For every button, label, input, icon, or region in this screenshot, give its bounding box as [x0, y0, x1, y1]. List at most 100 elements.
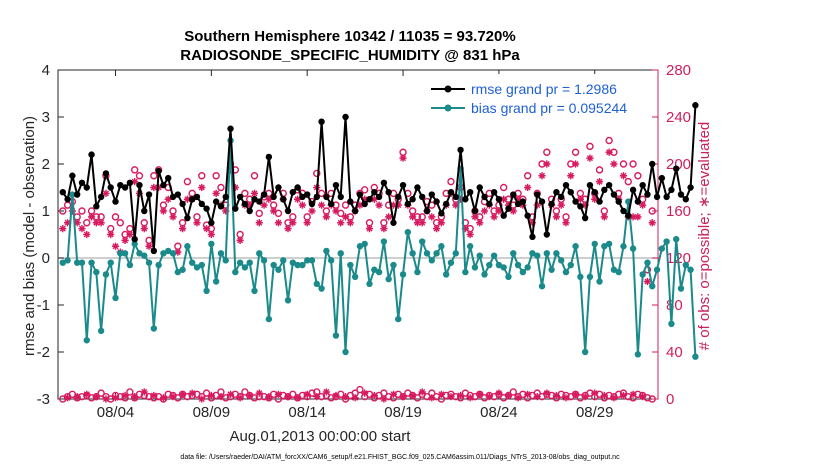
rmse-point	[399, 181, 407, 189]
obs-evaluated-marker	[485, 393, 493, 401]
obs-evaluated-marker	[145, 242, 153, 250]
rmse-point	[155, 167, 162, 175]
obs-possible-marker	[571, 148, 580, 156]
bias-point	[241, 264, 249, 271]
bias-point	[649, 283, 656, 290]
obs-evaluated-marker	[557, 201, 565, 209]
bias-point	[184, 243, 191, 250]
bias-point	[644, 259, 651, 266]
rmse-point	[687, 184, 694, 191]
bias-point	[510, 250, 517, 257]
bias-point	[299, 261, 306, 269]
rmse-point	[462, 196, 469, 203]
obs-evaluated-marker	[246, 201, 254, 209]
obs-evaluated-marker	[59, 225, 67, 233]
obs-evaluated-marker	[428, 213, 436, 221]
obs-possible-marker	[217, 183, 225, 192]
obs-evaluated-marker	[102, 189, 110, 197]
obs-evaluated-marker	[341, 393, 350, 401]
obs-possible-marker	[135, 172, 144, 180]
bias-point	[73, 259, 81, 266]
rmse-point	[519, 198, 527, 205]
bias-point	[534, 252, 541, 259]
legend-rmse-label: rmse grand pr = 1.2986	[471, 81, 617, 97]
obs-evaluated-marker	[322, 388, 330, 396]
obs-evaluated-marker	[533, 201, 541, 209]
obs-evaluated-marker	[169, 213, 177, 221]
obs-possible-marker	[241, 189, 249, 198]
obs-evaluated-marker	[107, 230, 115, 239]
bias-point	[481, 271, 488, 278]
y-tick-label-right: 200	[666, 156, 691, 173]
rmse-point	[318, 118, 325, 125]
rmse-point	[481, 193, 488, 201]
obs-evaluated-marker	[591, 195, 599, 203]
rmse-point	[591, 189, 598, 196]
rmse-point	[634, 198, 642, 205]
obs-evaluated-marker	[212, 189, 220, 197]
obs-evaluated-marker	[274, 219, 283, 227]
obs-evaluated-marker	[332, 207, 340, 215]
rmse-point	[73, 191, 81, 198]
chart-subtitle: RADIOSONDE_SPECIFIC_HUMIDITY @ 831 hPa	[180, 47, 520, 64]
bias-point	[567, 261, 574, 269]
bias-point	[505, 273, 512, 280]
obs-possible-marker	[83, 219, 91, 227]
obs-evaluated-marker	[341, 213, 350, 221]
x-tick-label: 08/24	[480, 404, 518, 421]
bias-point	[351, 273, 359, 280]
rmse-point	[409, 196, 416, 203]
rmse-point	[471, 207, 479, 215]
obs-evaluated-marker	[629, 213, 637, 221]
obs-evaluated-marker	[111, 242, 120, 250]
x-axis-label: Aug.01,2013 00:00:00 start	[230, 428, 412, 445]
obs-evaluated-marker	[73, 219, 81, 227]
obs-evaluated-marker	[476, 219, 484, 227]
rmse-point	[581, 214, 589, 222]
y-axis-label-left: rmse and bias (model - observation)	[21, 116, 38, 356]
y-tick-label-left: 4	[42, 62, 50, 79]
rmse-point	[270, 193, 277, 201]
obs-evaluated-marker	[595, 178, 604, 186]
bias-point	[668, 320, 675, 327]
obs-evaluated-marker	[159, 394, 168, 402]
bias-point	[141, 252, 148, 259]
x-tick-label: 08/19	[384, 404, 422, 421]
rmse-point	[212, 198, 220, 205]
obs-evaluated-marker	[274, 390, 283, 398]
bias-point	[280, 257, 287, 264]
obs-evaluated-marker	[380, 395, 388, 403]
rmse-point	[423, 207, 431, 215]
obs-evaluated-marker	[495, 207, 503, 215]
y-tick-label-left: -3	[37, 391, 50, 408]
obs-evaluated-marker	[92, 393, 100, 401]
bias-point	[69, 191, 76, 198]
bias-point	[59, 259, 66, 266]
obs-evaluated-marker	[255, 389, 263, 397]
obs-possible-marker	[126, 388, 134, 396]
bias-point	[433, 250, 440, 257]
bias-point	[313, 280, 320, 288]
legend-bias-marker	[444, 104, 452, 112]
bias-point	[107, 259, 114, 266]
obs-evaluated-marker	[413, 219, 422, 227]
rmse-point	[361, 200, 368, 208]
obs-evaluated-marker	[260, 201, 268, 209]
obs-evaluated-marker	[375, 201, 383, 209]
obs-evaluated-marker	[97, 219, 105, 227]
obs-possible-marker	[499, 183, 508, 192]
bias-point	[548, 266, 555, 273]
bias-point	[347, 261, 354, 269]
rmse-point	[486, 200, 493, 208]
obs-evaluated-marker	[284, 225, 292, 233]
bias-point	[102, 271, 110, 278]
rmse-point	[184, 214, 191, 222]
x-tick-label: 08/14	[288, 404, 326, 421]
x-tick-label: 08/29	[576, 404, 614, 421]
data-file-footer: data file: /Users/raeder/DAI/ATM_forcXX/…	[180, 454, 620, 461]
rmse-point	[88, 151, 95, 158]
legend-rmse-marker	[444, 85, 452, 93]
rmse-point	[112, 198, 119, 205]
bias-point	[471, 264, 479, 271]
bias-point	[327, 257, 335, 264]
